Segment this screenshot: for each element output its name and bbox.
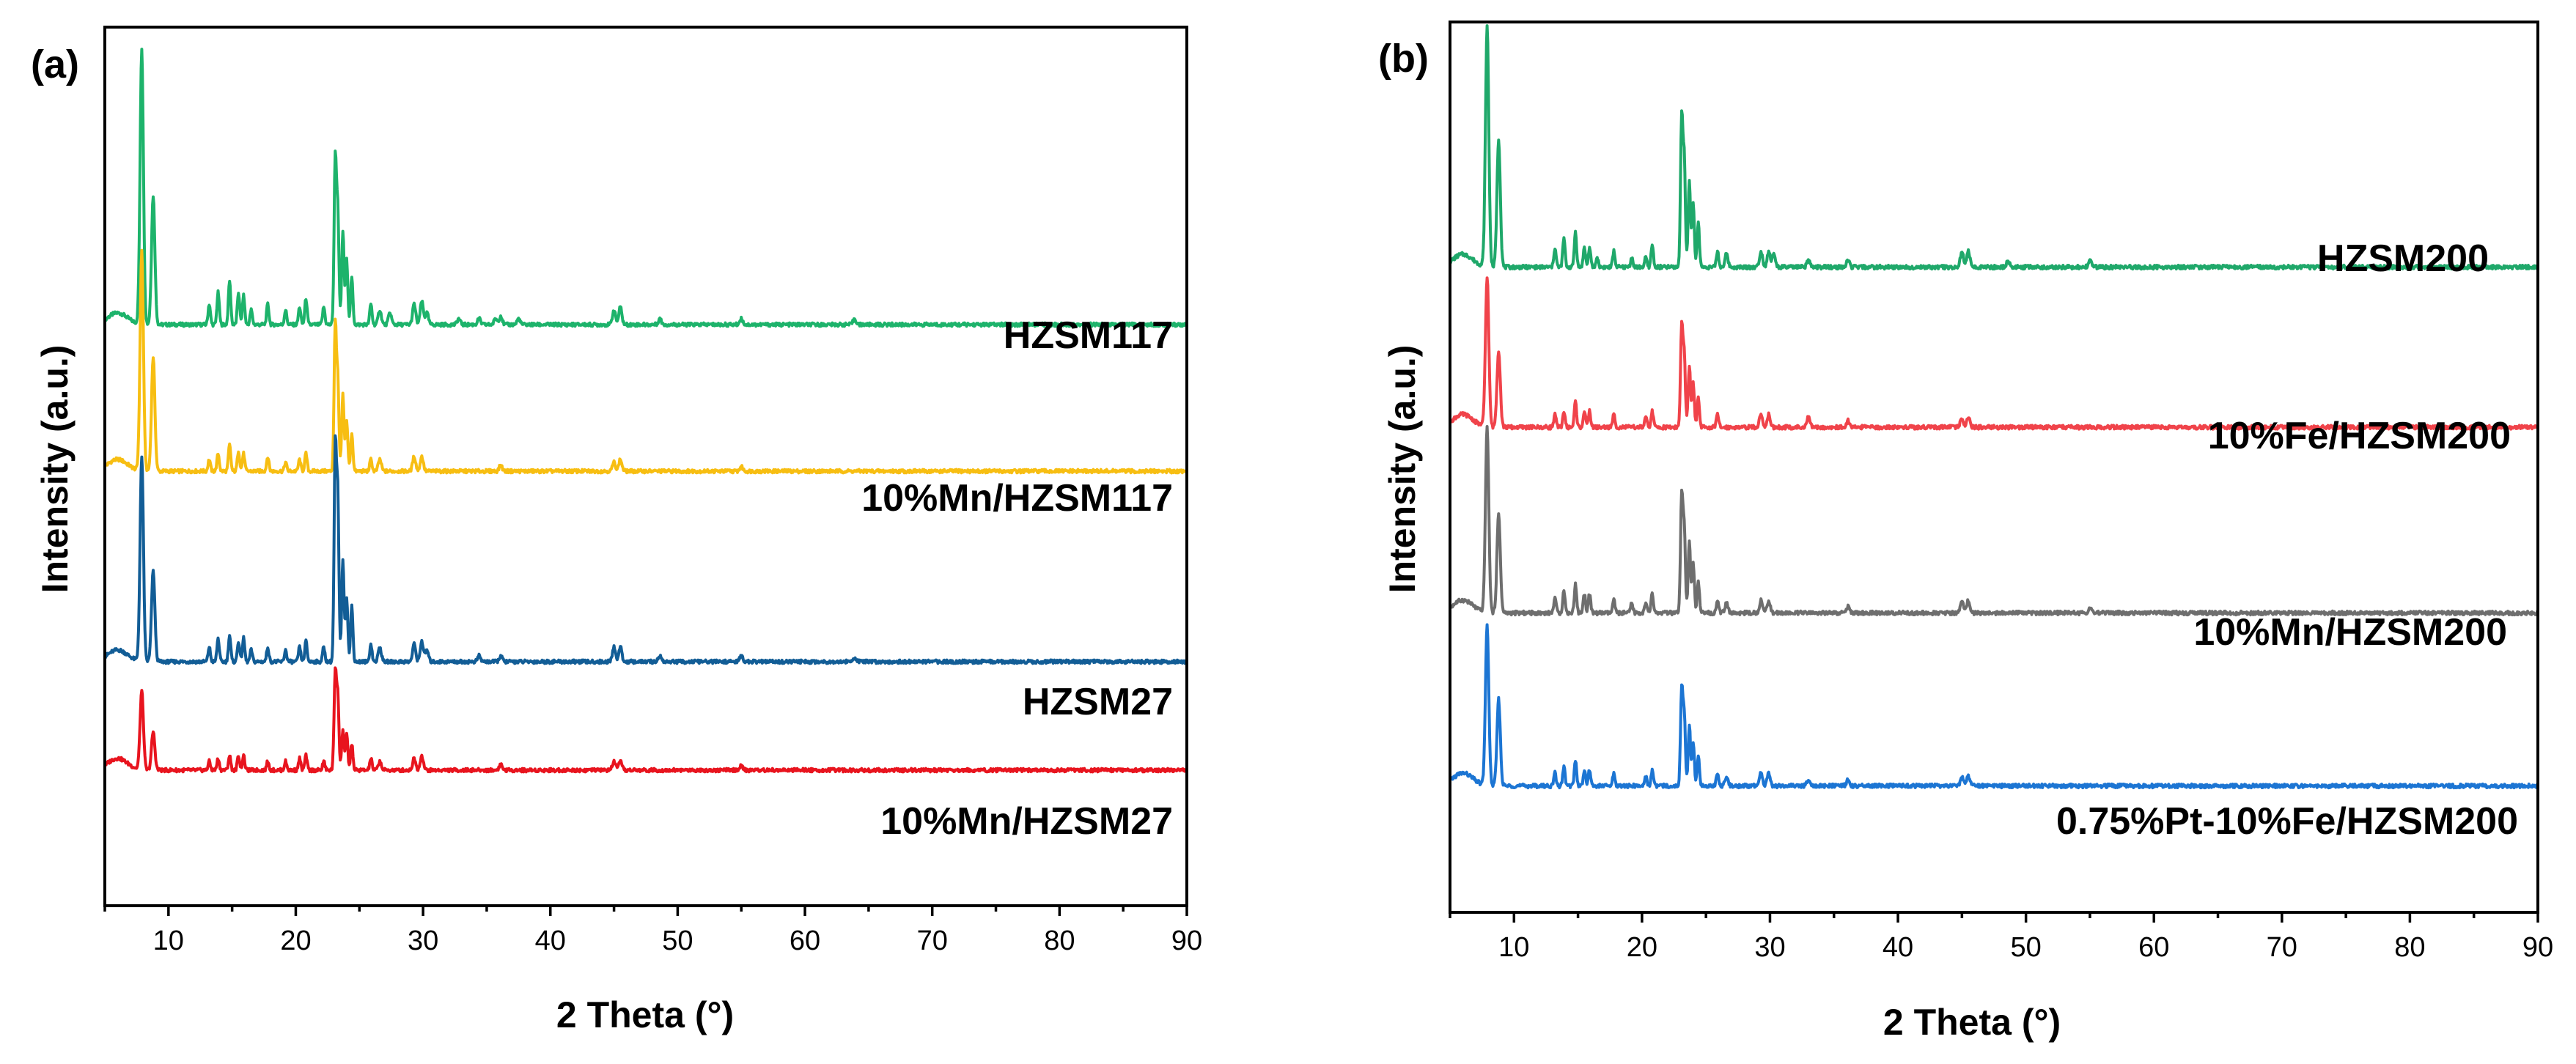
- series-label-hzsm200: HZSM200: [2317, 237, 2489, 280]
- x-tick-label-50: 50: [662, 926, 693, 956]
- trace-10-fe-hzsm200: [1449, 276, 2539, 431]
- panel-b-y-axis-title: Intensity (a.u.): [1382, 345, 1423, 594]
- x-tick-label-20: 20: [1627, 932, 1657, 963]
- series-label-10mn-hzsm117: 10%Mn/HZSM117: [861, 477, 1173, 520]
- series-label-10mn-hzsm27: 10%Mn/HZSM27: [880, 800, 1173, 843]
- x-tick-label-60: 60: [790, 926, 820, 956]
- x-tick-label-60: 60: [2138, 932, 2169, 963]
- series-label-pt-fe-hzsm200: 0.75%Pt-10%Fe/HZSM200: [2056, 800, 2518, 843]
- x-tick-label-80: 80: [2394, 932, 2425, 963]
- panel-a-x-ticks: 10 20 30 40 50 60 70 80 90: [103, 906, 1202, 956]
- x-tick-label-30: 30: [1754, 932, 1785, 963]
- series-label-10fe-hzsm200: 10%Fe/HZSM200: [2208, 415, 2511, 457]
- panel-b-x-axis-title: 2 Theta (°): [1883, 1002, 2061, 1043]
- panel-a-traces: [103, 48, 1188, 774]
- series-label-10mn-hzsm200: 10%Mn/HZSM200: [2193, 611, 2507, 654]
- panel-b-x-ticks: 10 20 30 40 50 60 70 80 90: [1449, 912, 2553, 963]
- panel-a-frame: [103, 26, 1188, 907]
- x-tick-label-90: 90: [2522, 932, 2553, 963]
- x-tick-label-20: 20: [280, 926, 311, 956]
- panel-a: (a) Intensity (a.u.) 2 Theta (°) 10 20 30 4…: [31, 26, 1202, 1035]
- x-tick-label-50: 50: [2011, 932, 2042, 963]
- panel-b-traces: [1449, 24, 2539, 790]
- panel-a-label: (a): [31, 43, 79, 86]
- panel-a-y-axis-title: Intensity (a.u.): [34, 345, 76, 594]
- series-label-hzsm117: HZSM117: [1004, 314, 1173, 357]
- panel-b-frame: [1449, 21, 2539, 914]
- x-tick-label-90: 90: [1171, 926, 1202, 956]
- panel-b-label: (b): [1378, 37, 1429, 81]
- x-tick-label-30: 30: [408, 926, 438, 956]
- trace-10-mn-hzsm117: [103, 248, 1188, 475]
- panel-b: (b) Intensity (a.u.) 2 Theta (°) 10 20 30 4…: [1378, 21, 2553, 1043]
- trace-hzsm117: [103, 48, 1188, 328]
- trace-10-mn-hzsm200: [1449, 425, 2539, 617]
- x-tick-label-80: 80: [1044, 926, 1075, 956]
- x-tick-label-10: 10: [153, 926, 184, 956]
- panel-a-x-axis-title: 2 Theta (°): [556, 994, 734, 1035]
- x-tick-label-70: 70: [2267, 932, 2297, 963]
- trace-hzsm200: [1449, 24, 2539, 271]
- x-tick-label-40: 40: [535, 926, 566, 956]
- x-tick-label-70: 70: [917, 926, 948, 956]
- x-tick-label-40: 40: [1883, 932, 1913, 963]
- trace-hzsm27: [103, 434, 1188, 665]
- trace-0-75-pt-10-fe-hzsm200: [1449, 623, 2539, 790]
- trace-10-mn-hzsm27: [103, 666, 1188, 774]
- series-label-hzsm27: HZSM27: [1023, 681, 1173, 723]
- x-tick-label-10: 10: [1498, 932, 1529, 963]
